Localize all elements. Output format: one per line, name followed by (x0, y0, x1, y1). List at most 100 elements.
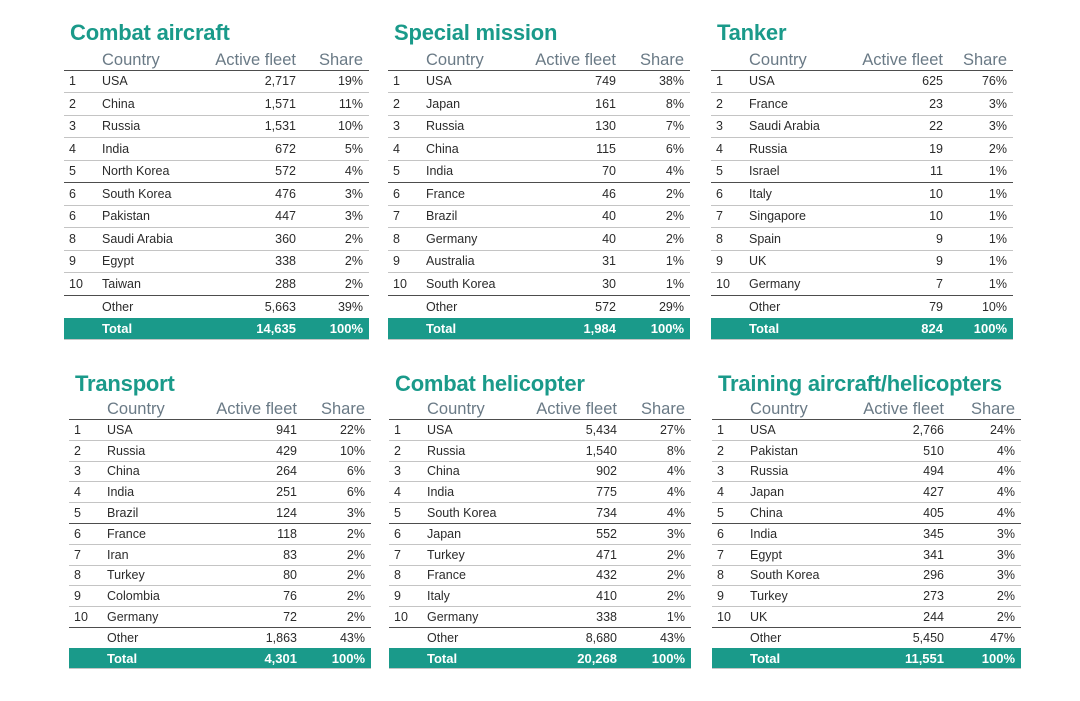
other-rank-cell (712, 627, 750, 648)
share-cell: 2% (346, 547, 365, 562)
other-share: 29% (658, 299, 684, 314)
share-cell: 11% (338, 96, 363, 111)
country-cell: Brazil (107, 506, 139, 521)
share-cell: 1% (988, 254, 1007, 269)
table-row: 6 South Korea 476 3% (64, 183, 369, 205)
fleet-cell: 115 (596, 141, 616, 156)
total-label: Total (426, 317, 526, 340)
fleet-cell: 80 (283, 568, 297, 583)
other-label: Other (749, 299, 781, 314)
table-row: 9 Italy 410 2% (389, 586, 691, 607)
share-cell: 1% (666, 610, 685, 625)
share-cell: 24% (989, 422, 1015, 437)
panel-title: Transport (75, 371, 175, 396)
country-cell: Iran (107, 547, 129, 562)
table-row: 9 UK 9 1% (711, 250, 1013, 273)
table-row: 6 Pakistan 447 3% (64, 205, 369, 228)
share-cell: 4% (666, 506, 685, 521)
rank-cell: 7 (394, 547, 401, 562)
table-row: 2 Russia 1,540 8% (389, 440, 691, 462)
country-cell: India (102, 141, 130, 156)
header-rank (712, 397, 750, 420)
total-rank-cell (711, 317, 749, 340)
country-cell: Russia (749, 141, 788, 156)
fleet-cell: 46 (602, 186, 616, 201)
other-rank-cell (64, 295, 102, 318)
fleet-cell: 7 (936, 276, 943, 291)
table-row: 4 India 775 4% (389, 482, 691, 503)
fleet-cell: 1,540 (585, 443, 617, 458)
share-cell: 1% (665, 254, 684, 269)
total-share: 100% (303, 648, 371, 669)
table-row: 5 North Korea 572 4% (64, 160, 369, 183)
header-share: Share (962, 50, 1007, 69)
header-rank (64, 46, 102, 70)
table-row: 9 Colombia 76 2% (69, 586, 371, 607)
other-label: Other (427, 631, 459, 646)
table-row: 2 Pakistan 510 4% (712, 440, 1021, 462)
header-country: Country (750, 400, 808, 418)
country-cell: Russia (426, 119, 465, 134)
table-row: 6 Italy 10 1% (711, 183, 1013, 205)
share-cell: 2% (665, 209, 684, 224)
share-cell: 6% (665, 141, 684, 156)
share-cell: 2% (666, 568, 685, 583)
fleet-cell: 40 (602, 209, 616, 224)
total-rank-cell (712, 648, 750, 669)
panel-title: Training aircraft/helicopters (718, 371, 1002, 396)
share-cell: 4% (996, 506, 1015, 521)
panel-title: Combat aircraft (70, 20, 230, 45)
table-row: 8 France 432 2% (389, 565, 691, 586)
share-cell: 2% (988, 141, 1007, 156)
share-cell: 2% (344, 254, 363, 269)
country-cell: China (750, 506, 783, 521)
rank-cell: 9 (717, 589, 724, 604)
rank-cell: 2 (394, 443, 401, 458)
share-cell: 4% (996, 485, 1015, 500)
fleet-cell: 471 (596, 547, 617, 562)
table-row: 4 China 115 6% (388, 138, 690, 160)
fleet-cell: 76 (283, 589, 297, 604)
table-row: 7 Singapore 10 1% (711, 205, 1013, 228)
header-share: Share (970, 400, 1015, 418)
share-cell: 3% (988, 119, 1007, 134)
rank-cell: 8 (74, 568, 81, 583)
total-rank-cell (69, 648, 107, 669)
table-header-row: Country Active fleet Share (389, 397, 691, 420)
share-cell: 10% (337, 119, 363, 134)
country-cell: USA (749, 74, 775, 89)
other-row: Other 8,680 43% (389, 627, 691, 648)
share-cell: 1% (988, 164, 1007, 179)
rank-cell: 3 (716, 119, 723, 134)
other-row: Other 572 29% (388, 295, 690, 318)
share-cell: 4% (666, 485, 685, 500)
rank-cell: 1 (69, 74, 76, 89)
share-cell: 3% (346, 506, 365, 521)
country-cell: China (102, 96, 135, 111)
fleet-cell: 10 (929, 209, 943, 224)
share-cell: 6% (346, 464, 365, 479)
table-row: 10 Taiwan 288 2% (64, 273, 369, 295)
table-row: 9 Australia 31 1% (388, 250, 690, 273)
fleet-cell: 734 (596, 506, 617, 521)
rank-cell: 5 (716, 164, 723, 179)
table-row: 5 India 70 4% (388, 160, 690, 183)
share-cell: 4% (344, 164, 363, 179)
table-row: 4 India 251 6% (69, 482, 371, 503)
total-label: Total (749, 317, 849, 340)
other-share: 43% (339, 631, 365, 646)
total-fleet: 11,551 (850, 648, 950, 669)
table-row: 1 USA 2,766 24% (712, 420, 1021, 441)
other-fleet: 8,680 (585, 631, 617, 646)
share-cell: 2% (344, 231, 363, 246)
table-row: 2 France 23 3% (711, 93, 1013, 115)
total-row: Total 4,301 100% (69, 648, 371, 669)
share-cell: 4% (666, 464, 685, 479)
fleet-cell: 341 (923, 547, 944, 562)
table-header-row: Country Active fleet Share (388, 46, 690, 70)
fleet-cell: 10 (929, 186, 943, 201)
table-header-row: Country Active fleet Share (69, 397, 371, 420)
table-row: 7 Brazil 40 2% (388, 205, 690, 228)
table-row: 1 USA 749 38% (388, 70, 690, 93)
share-cell: 3% (996, 547, 1015, 562)
